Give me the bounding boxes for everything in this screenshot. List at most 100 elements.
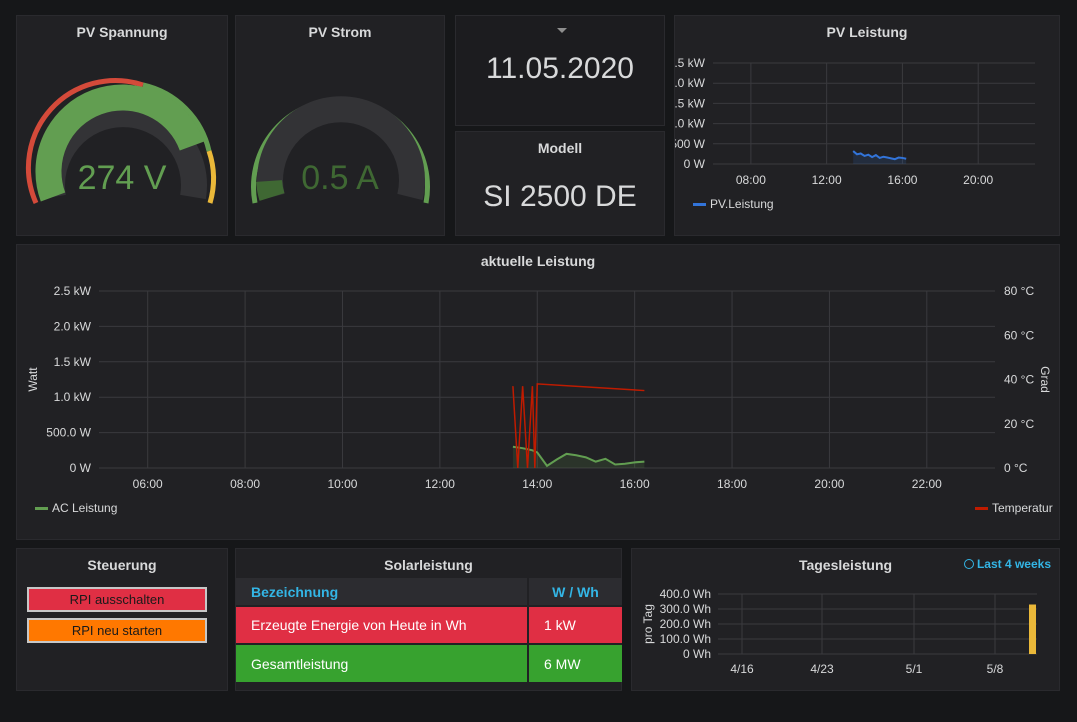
table-row: Gesamtleistung 6 MW xyxy=(236,644,622,682)
y2-tick-label: 20 °C xyxy=(1004,417,1034,431)
y2-tick-label: 80 °C xyxy=(1004,284,1034,298)
steuerung-title: Steuerung xyxy=(87,557,157,573)
y-axis-label: Watt xyxy=(26,367,40,392)
row-value: 1 kW xyxy=(527,606,622,644)
legend-swatch xyxy=(35,507,48,510)
pv-strom-value: 0.5 A xyxy=(301,159,379,197)
x-tick-label: 18:00 xyxy=(717,477,747,491)
x-tick-label: 14:00 xyxy=(522,477,552,491)
y-tick-label: 1.0 kW xyxy=(54,390,92,404)
y2-tick-label: 0 °C xyxy=(1004,461,1028,475)
date-value: 11.05.2020 xyxy=(486,52,634,85)
y2-tick-label: 60 °C xyxy=(1004,328,1034,342)
tagesleistung-bar xyxy=(1029,604,1036,654)
legend-label: Temperatur xyxy=(992,501,1053,515)
row-label: Erzeugte Energie von Heute in Wh xyxy=(251,617,467,633)
pv-strom-gauge xyxy=(251,96,430,204)
pv-leistung-panel: PV Leistung 2.5 kW 2.0 kW 1.5 kW 1.0 kW 500 … xyxy=(674,15,1060,236)
column-header-value[interactable]: W / Wh xyxy=(527,578,622,606)
solarleistung-panel: Solarleistung Bezeichnung W / Wh Erzeugt… xyxy=(235,548,622,691)
y-tick-label: 400.0 Wh xyxy=(660,587,711,601)
modell-title: Modell xyxy=(537,140,583,156)
pv-strom-title: PV Strom xyxy=(308,24,372,40)
pv-leistung-area xyxy=(853,151,907,164)
solarleistung-table: Bezeichnung W / Wh Erzeugte Energie von … xyxy=(236,578,622,682)
x-tick-label: 5/1 xyxy=(906,662,923,676)
legend-label: AC Leistung xyxy=(52,501,117,515)
x-tick-label: 08:00 xyxy=(736,173,766,187)
y-tick-label: 1.0 kW xyxy=(675,117,706,131)
tagesleistung-panel: Tagesleistung Last 4 weeks 400.0 Wh 300.0… xyxy=(631,548,1060,691)
aktuelle-leistung-title: aktuelle Leistung xyxy=(480,253,596,269)
pv-spannung-title: PV Spannung xyxy=(76,24,168,40)
x-tick-label: 08:00 xyxy=(230,477,260,491)
y-tick-label: 1.5 kW xyxy=(675,96,706,110)
x-tick-label: 20:00 xyxy=(963,173,993,187)
y-tick-label: 2.0 kW xyxy=(54,319,92,333)
x-tick-label: 10:00 xyxy=(327,477,357,491)
y-tick-label: 2.0 kW xyxy=(675,76,706,90)
y2-axis-label: Grad xyxy=(1038,366,1052,393)
chevron-down-icon[interactable] xyxy=(557,28,567,33)
temperatur-line xyxy=(512,383,645,469)
gauge-background-arc xyxy=(257,96,425,201)
x-tick-label: 5/8 xyxy=(987,662,1004,676)
y2-tick-label: 40 °C xyxy=(1004,373,1034,387)
x-tick-label: 20:00 xyxy=(814,477,844,491)
gauge-value-arc xyxy=(35,84,205,202)
legend-swatch xyxy=(975,507,988,510)
x-tick-label: 12:00 xyxy=(425,477,455,491)
table-header-row: Bezeichnung W / Wh xyxy=(236,578,622,606)
y-tick-label: 1.5 kW xyxy=(54,355,92,369)
threshold-orange-arc xyxy=(206,150,216,204)
threshold-red-arc xyxy=(25,78,144,205)
tagesleistung-title: Tagesleistung xyxy=(798,557,893,573)
x-tick-label: 4/16 xyxy=(730,662,754,676)
pv-spannung-panel: PV Spannung 274 V xyxy=(16,15,228,236)
x-tick-label: 16:00 xyxy=(620,477,650,491)
y-tick-label: 0 W xyxy=(70,461,92,475)
pv-spannung-gauge xyxy=(25,78,216,205)
row-value: 6 MW xyxy=(527,644,622,682)
time-range-label: Last 4 weeks xyxy=(976,557,1051,571)
pv-strom-panel: PV Strom 0.5 A xyxy=(235,15,445,236)
rpi-neu-starten-button[interactable]: RPI neu starten xyxy=(27,618,207,643)
steuerung-panel: Steuerung RPI ausschalten RPI neu starte… xyxy=(16,548,228,691)
pv-spannung-value: 274 V xyxy=(77,159,167,197)
gauge-value-arc xyxy=(256,179,285,201)
y-axis-label: pro Tag xyxy=(641,604,655,644)
y-tick-label: 2.5 kW xyxy=(675,56,706,70)
aktuelle-leistung-chart: 2.5 kW 2.0 kW 1.5 kW 1.0 kW 500.0 W 0 W 80 °C 6… xyxy=(26,284,1053,515)
x-tick-label: 06:00 xyxy=(133,477,163,491)
date-panel: 11.05.2020 xyxy=(455,15,665,126)
modell-value: SI 2500 DE xyxy=(483,180,637,213)
y-tick-label: 500.0 W xyxy=(46,426,91,440)
y-tick-label: 500 W xyxy=(675,137,706,151)
y-tick-label: 100.0 Wh xyxy=(660,632,711,646)
x-tick-label: 16:00 xyxy=(887,173,917,187)
table-row: Erzeugte Energie von Heute in Wh 1 kW xyxy=(236,606,622,644)
aktuelle-leistung-panel: aktuelle Leistung 2.5 kW 2.0 kW 1.5 kW 1.0 … xyxy=(16,244,1060,540)
legend-label: PV.Leistung xyxy=(710,197,774,211)
x-tick-label: 4/23 xyxy=(810,662,834,676)
modell-panel: Modell SI 2500 DE xyxy=(455,131,665,236)
rpi-ausschalten-button[interactable]: RPI ausschalten xyxy=(27,587,207,612)
x-tick-label: 12:00 xyxy=(812,173,842,187)
column-header-bezeichnung[interactable]: Bezeichnung xyxy=(251,583,339,600)
row-label: Gesamtleistung xyxy=(251,655,349,672)
y-tick-label: 0 W xyxy=(684,157,706,171)
threshold-green-arc xyxy=(142,82,212,152)
y-tick-label: 0 Wh xyxy=(683,647,711,661)
y-tick-label: 300.0 Wh xyxy=(660,602,711,616)
solarleistung-title: Solarleistung xyxy=(384,557,473,573)
legend-swatch xyxy=(693,203,706,206)
x-tick-label: 22:00 xyxy=(912,477,942,491)
y-tick-label: 200.0 Wh xyxy=(660,617,711,631)
pv-leistung-chart: 2.5 kW 2.0 kW 1.5 kW 1.0 kW 500 W 0 W 08:00 12:… xyxy=(675,56,1035,211)
y-tick-label: 2.5 kW xyxy=(54,284,92,298)
pv-leistung-line xyxy=(852,150,907,161)
clock-icon xyxy=(963,559,974,569)
pv-leistung-title: PV Leistung xyxy=(826,24,908,40)
time-range-info[interactable]: Last 4 weeks xyxy=(963,557,1051,571)
